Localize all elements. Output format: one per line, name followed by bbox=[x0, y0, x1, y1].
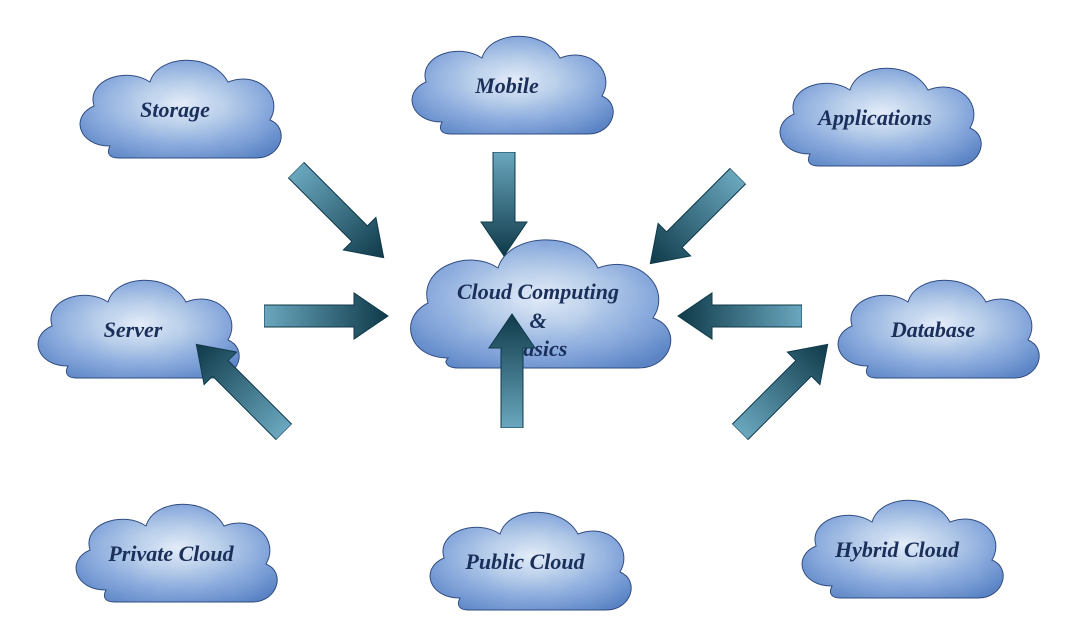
cloud-private-cloud-label: Private Cloud bbox=[56, 540, 286, 569]
cloud-applications: Applications bbox=[760, 44, 990, 184]
cloud-database: Database bbox=[818, 256, 1048, 396]
cloud-hybrid-cloud-label: Hybrid Cloud bbox=[782, 536, 1012, 565]
arrow-mobile bbox=[474, 152, 534, 262]
cloud-mobile-label: Mobile bbox=[392, 72, 622, 101]
cloud-database-label: Database bbox=[818, 316, 1048, 345]
cloud-private-cloud: Private Cloud bbox=[56, 480, 286, 620]
cloud-storage: Storage bbox=[60, 36, 290, 176]
arrow-database bbox=[672, 286, 802, 346]
cloud-hybrid-cloud: Hybrid Cloud bbox=[782, 476, 1012, 616]
cloud-storage-label: Storage bbox=[60, 96, 290, 125]
cloud-applications-label: Applications bbox=[760, 104, 990, 133]
cloud-public-cloud-label: Public Cloud bbox=[410, 548, 640, 577]
diagram-stage: Cloud Computing & Basics StorageMobileAp… bbox=[0, 0, 1068, 630]
cloud-mobile: Mobile bbox=[392, 12, 622, 152]
arrow-server bbox=[264, 286, 394, 346]
arrow-public-cloud bbox=[482, 308, 542, 428]
cloud-public-cloud: Public Cloud bbox=[410, 488, 640, 628]
